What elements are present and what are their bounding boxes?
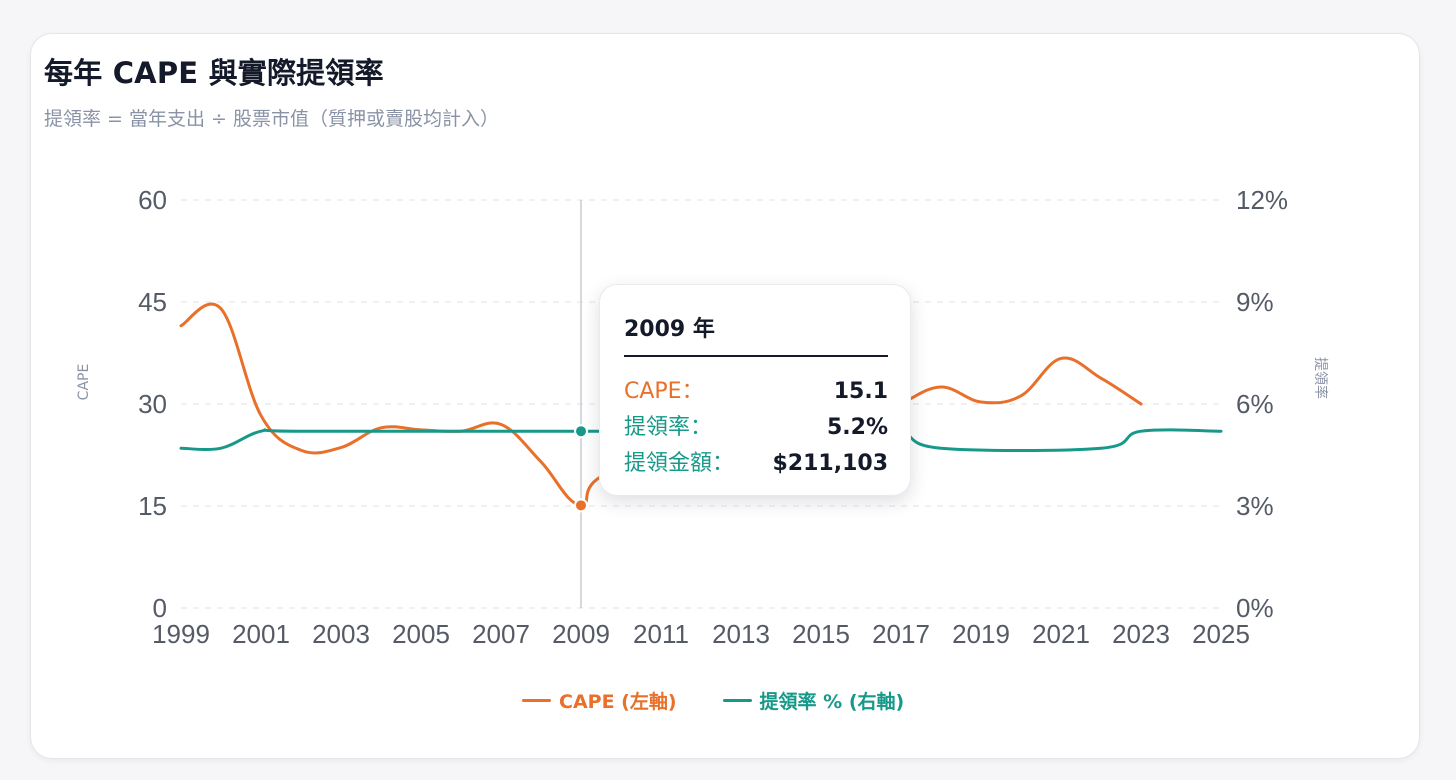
tooltip-row-cape: CAPE： 15.1	[624, 373, 888, 409]
y-right-tick-label: 0%	[1236, 593, 1274, 623]
x-tick-label: 2017	[872, 619, 930, 649]
x-tick-label: 2025	[1192, 619, 1250, 649]
y-left-tick-label: 0	[153, 593, 167, 623]
y-left-tick-label: 30	[138, 389, 167, 419]
hover-markers	[574, 424, 588, 513]
y-right-tick-label: 12%	[1236, 185, 1288, 215]
y-right-axis-title: 提領率	[1312, 357, 1329, 399]
tooltip-label-cape: CAPE：	[624, 379, 704, 404]
legend-item-cape[interactable]: CAPE (左軸)	[522, 687, 677, 714]
y-left-tick-label: 60	[138, 185, 167, 215]
tooltip-row-amount: 提領金額： $211,103	[624, 445, 888, 481]
y-left-tick-label: 45	[138, 287, 167, 317]
x-tick-label: 2005	[392, 619, 450, 649]
tooltip-label-amount: 提領金額：	[624, 451, 735, 476]
legend-label-rate: 提領率 % (右軸)	[759, 691, 905, 713]
chart-legend: CAPE (左軸) 提領率 % (右軸)	[522, 687, 904, 714]
hover-tooltip: 2009 年 CAPE： 15.1 提領率： 5.2% 提領金額： $211,1…	[599, 284, 911, 496]
tooltip-row-rate: 提領率： 5.2%	[624, 409, 888, 445]
x-tick-label: 2007	[472, 619, 530, 649]
y-left-tick-label: 15	[138, 491, 167, 521]
x-tick-label: 2011	[633, 619, 689, 649]
rate-hover-point	[574, 424, 588, 439]
tooltip-label-rate: 提領率：	[624, 415, 713, 440]
axis-labels: 0 15 30 45 60 0% 3% 6% 9% 12% 1999 2001 2003 2005 2007…	[76, 185, 1329, 649]
x-tick-label: 1999	[152, 619, 210, 649]
chart-subtitle: 提領率 = 當年支出 ÷ 股票市值（質押或賣股均計入）	[44, 108, 499, 130]
tooltip-value-rate: 5.2%	[826, 415, 888, 440]
legend-swatch-rate	[722, 699, 752, 702]
x-tick-label: 2003	[312, 619, 370, 649]
y-right-tick-label: 9%	[1236, 287, 1274, 317]
x-tick-label: 2015	[792, 619, 850, 649]
x-tick-label: 2023	[1112, 619, 1170, 649]
y-right-tick-label: 6%	[1236, 389, 1274, 419]
y-left-axis-title: CAPE	[76, 364, 92, 401]
x-tick-label: 2013	[712, 619, 770, 649]
x-tick-label: 2009	[552, 619, 610, 649]
chart-title: 每年 CAPE 與實際提領率	[44, 56, 384, 90]
tooltip-value-cape: 15.1	[833, 379, 888, 404]
legend-label-cape: CAPE (左軸)	[559, 691, 677, 713]
tooltip-value-amount: $211,103	[772, 451, 888, 476]
tooltip-title: 2009 年	[624, 311, 888, 357]
cape-hover-point	[574, 498, 588, 513]
legend-item-rate[interactable]: 提領率 % (右軸)	[722, 687, 905, 714]
x-tick-label: 2001	[232, 619, 290, 649]
x-tick-label: 2019	[952, 619, 1010, 649]
y-right-tick-label: 3%	[1236, 491, 1274, 521]
legend-swatch-cape	[522, 699, 551, 702]
x-tick-label: 2021	[1032, 619, 1090, 649]
